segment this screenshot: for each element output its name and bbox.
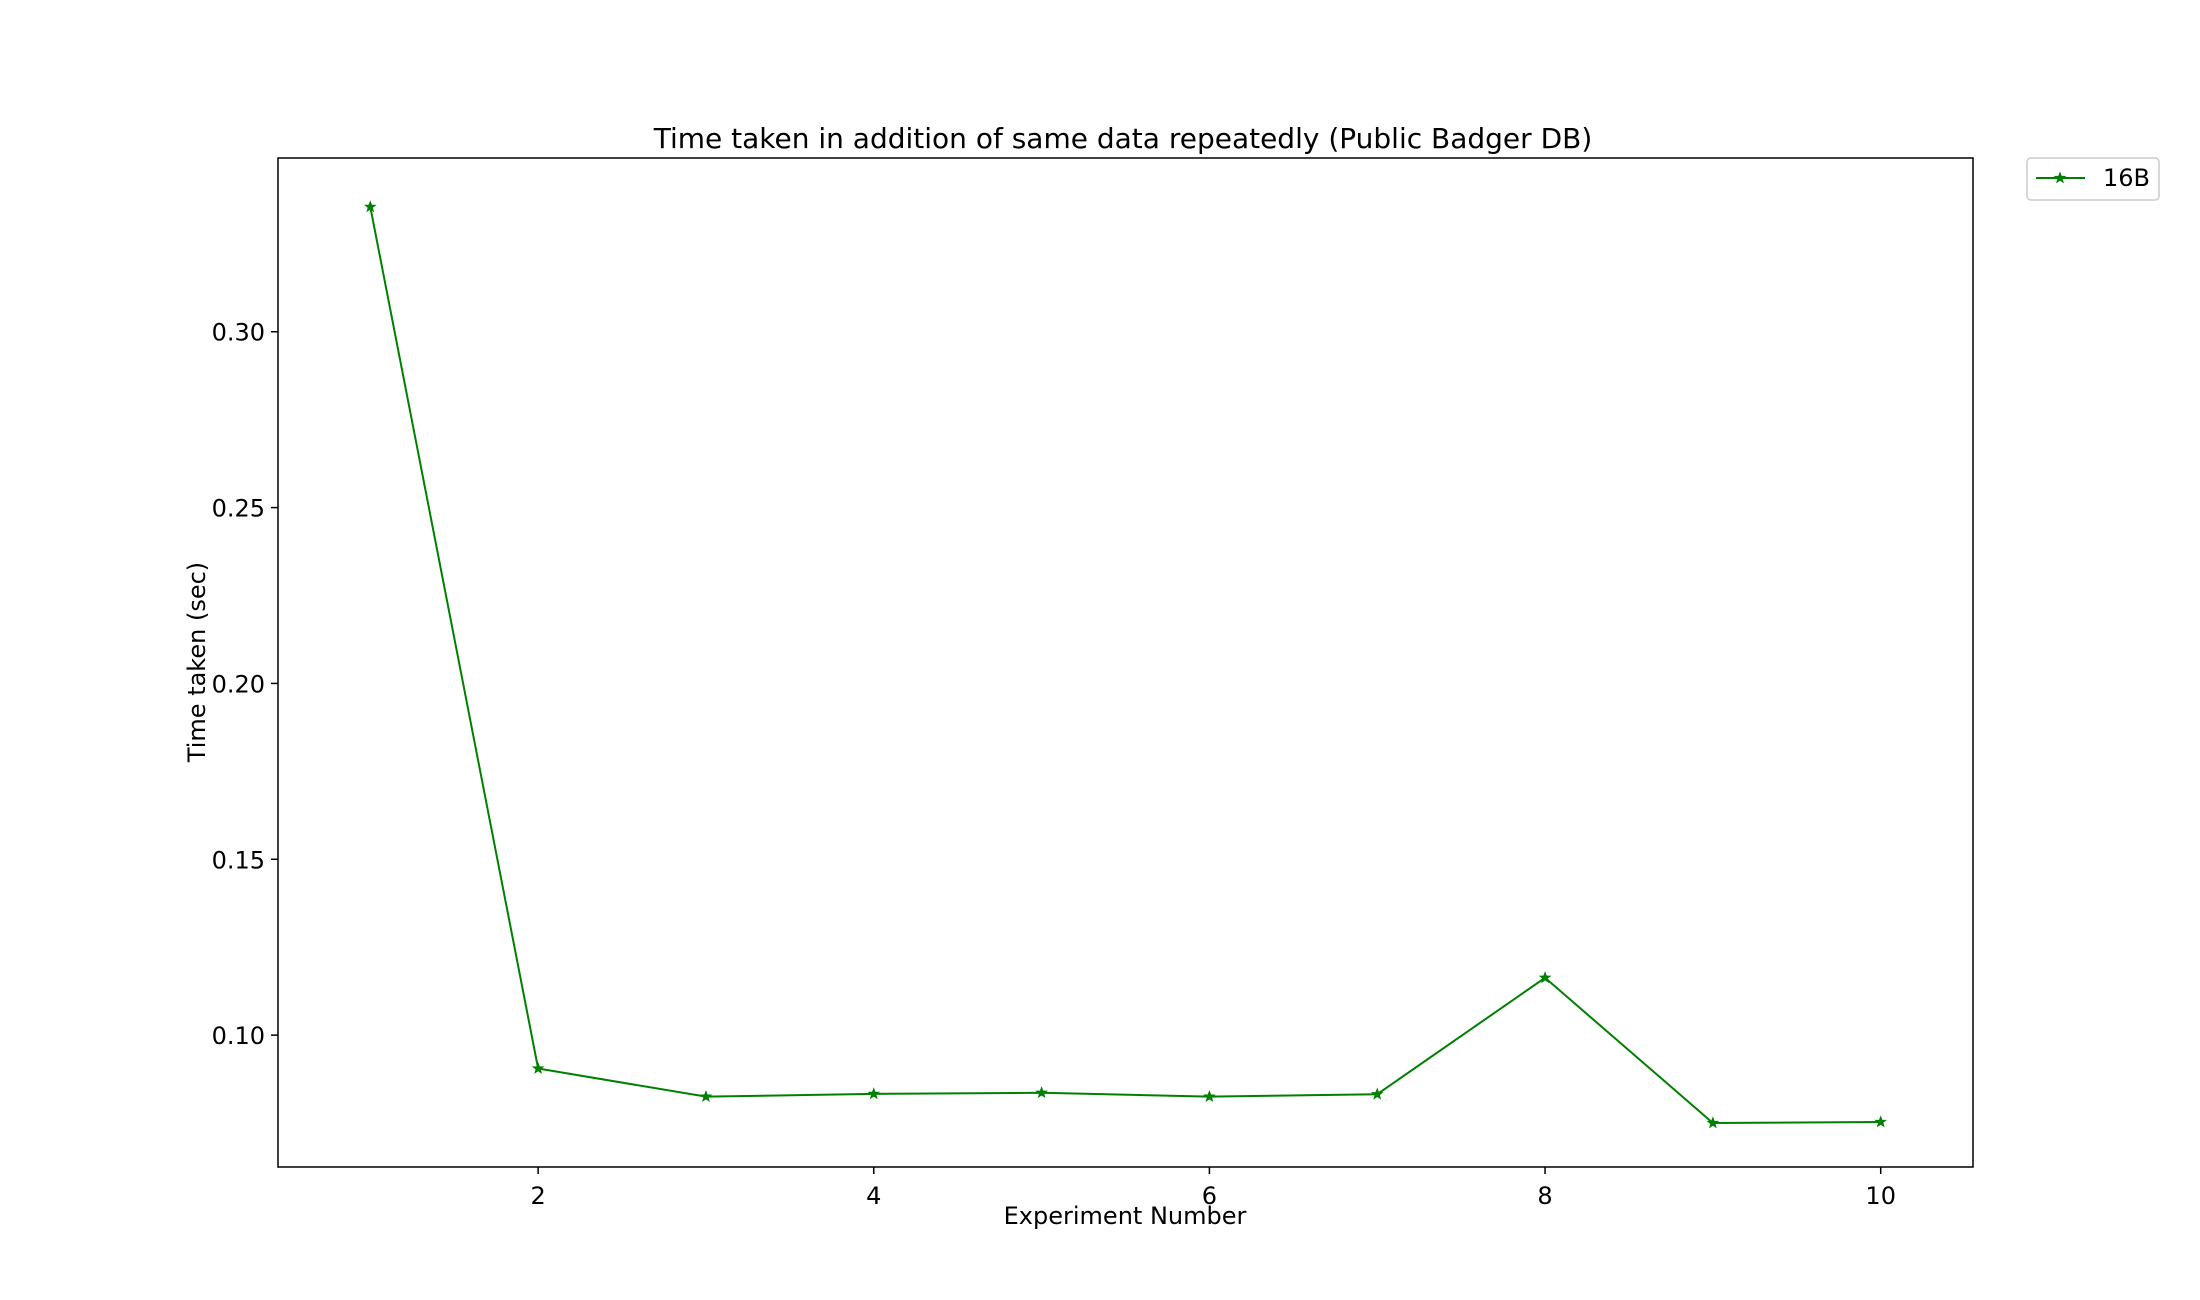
legend-star-icon [2053, 171, 2067, 184]
x-tick-label: 8 [1537, 1182, 1552, 1210]
data-point-marker [1538, 971, 1552, 984]
data-point-marker [1203, 1090, 1216, 1103]
data-point-marker [531, 1061, 545, 1074]
data-point-marker [867, 1087, 881, 1100]
series-line-16b [369, 206, 1881, 1125]
data-point-marker [1706, 1116, 1720, 1129]
x-tick-label: 10 [1865, 1182, 1896, 1210]
chart-title: Time taken in addition of same data repe… [653, 122, 1593, 155]
plot-area-frame [277, 157, 1974, 1168]
y-axis-label: Time taken (sec) [183, 562, 211, 763]
y-tick-label: 0.25 [212, 495, 265, 523]
legend: 16B [2026, 157, 2160, 201]
legend-box [2026, 157, 2160, 201]
x-tick-label: 2 [530, 1182, 545, 1210]
legend-marker-16b [2053, 171, 2067, 184]
y-tick-label: 0.20 [212, 670, 265, 698]
series-layer [363, 200, 1888, 1129]
x-tick-label: 4 [866, 1182, 881, 1210]
x-axis-label: Experiment Number [1004, 1202, 1247, 1230]
y-axis: 0.10 0.15 0.20 0.25 0.30 [212, 319, 278, 1050]
x-tick-label: 6 [1202, 1182, 1217, 1210]
y-tick-label: 0.10 [212, 1022, 265, 1050]
data-point-marker [1874, 1115, 1888, 1128]
data-point-marker [1035, 1086, 1048, 1099]
x-axis: 2 4 6 8 10 [530, 1167, 1896, 1210]
legend-label-16b: 16B [2103, 164, 2150, 192]
y-tick-label: 0.15 [212, 846, 265, 874]
y-tick-label: 0.30 [212, 319, 265, 347]
data-point-marker [1370, 1087, 1384, 1100]
data-point-marker [363, 200, 377, 213]
data-point-marker [699, 1090, 713, 1103]
